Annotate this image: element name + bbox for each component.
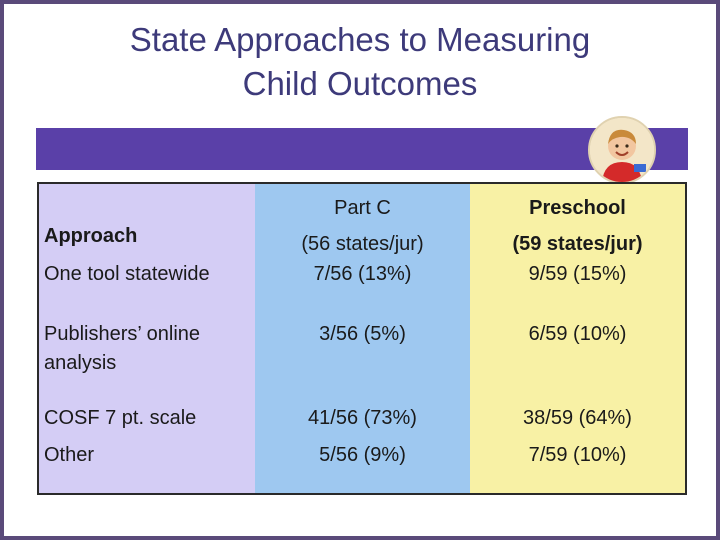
preschool-cell-row2: 6/59 (10%) [528, 323, 627, 345]
approach-cell-row3: COSF 7 pt. scale [44, 407, 197, 429]
preschool-header: Preschool (59 states/jur) [470, 190, 685, 262]
slide-title: State Approaches to Measuring Child Outc… [4, 18, 716, 106]
approach-cell-row2-line2: analysis [44, 352, 117, 374]
partc-header: Part C (56 states/jur) [255, 190, 470, 262]
preschool-cell-row3: 38/59 (64%) [523, 407, 632, 429]
child-photo [588, 116, 656, 184]
partc-cell-row1: 7/56 (13%) [313, 263, 412, 285]
header-band [36, 128, 688, 170]
approach-cell-row4: Other [44, 444, 95, 466]
slide: State Approaches to Measuring Child Outc… [4, 4, 716, 536]
partc-cell-row4: 5/56 (9%) [319, 444, 406, 466]
partc-cell-row2: 3/56 (5%) [319, 323, 406, 345]
preschool-header-line2: (59 states/jur) [512, 233, 643, 255]
partc-cell-row3: 41/56 (73%) [308, 407, 417, 429]
approach-header: Approach [44, 225, 138, 247]
title-line-1: State Approaches to Measuring [129, 21, 591, 58]
title-line-2: Child Outcomes [242, 65, 478, 102]
approach-cell-row1: One tool statewide [44, 263, 210, 285]
preschool-cell-row4: 7/59 (10%) [528, 444, 627, 466]
approach-cell-row2: Publishers’ online analysis [39, 320, 255, 378]
preschool-column: Preschool (59 states/jur) 9/59 (15%) 6/5… [470, 184, 685, 493]
preschool-cell-row1: 9/59 (15%) [528, 263, 627, 285]
outcomes-table: Approach One tool statewide Publishers’ … [37, 182, 687, 495]
partc-header-line2: (56 states/jur) [301, 233, 424, 255]
partc-column: Part C (56 states/jur) 7/56 (13%) 3/56 (… [255, 184, 470, 493]
preschool-header-line1: Preschool [529, 197, 626, 219]
partc-header-line1: Part C [334, 197, 391, 219]
approach-column: Approach One tool statewide Publishers’ … [39, 184, 255, 493]
approach-cell-row2-line1: Publishers’ online [44, 323, 201, 345]
